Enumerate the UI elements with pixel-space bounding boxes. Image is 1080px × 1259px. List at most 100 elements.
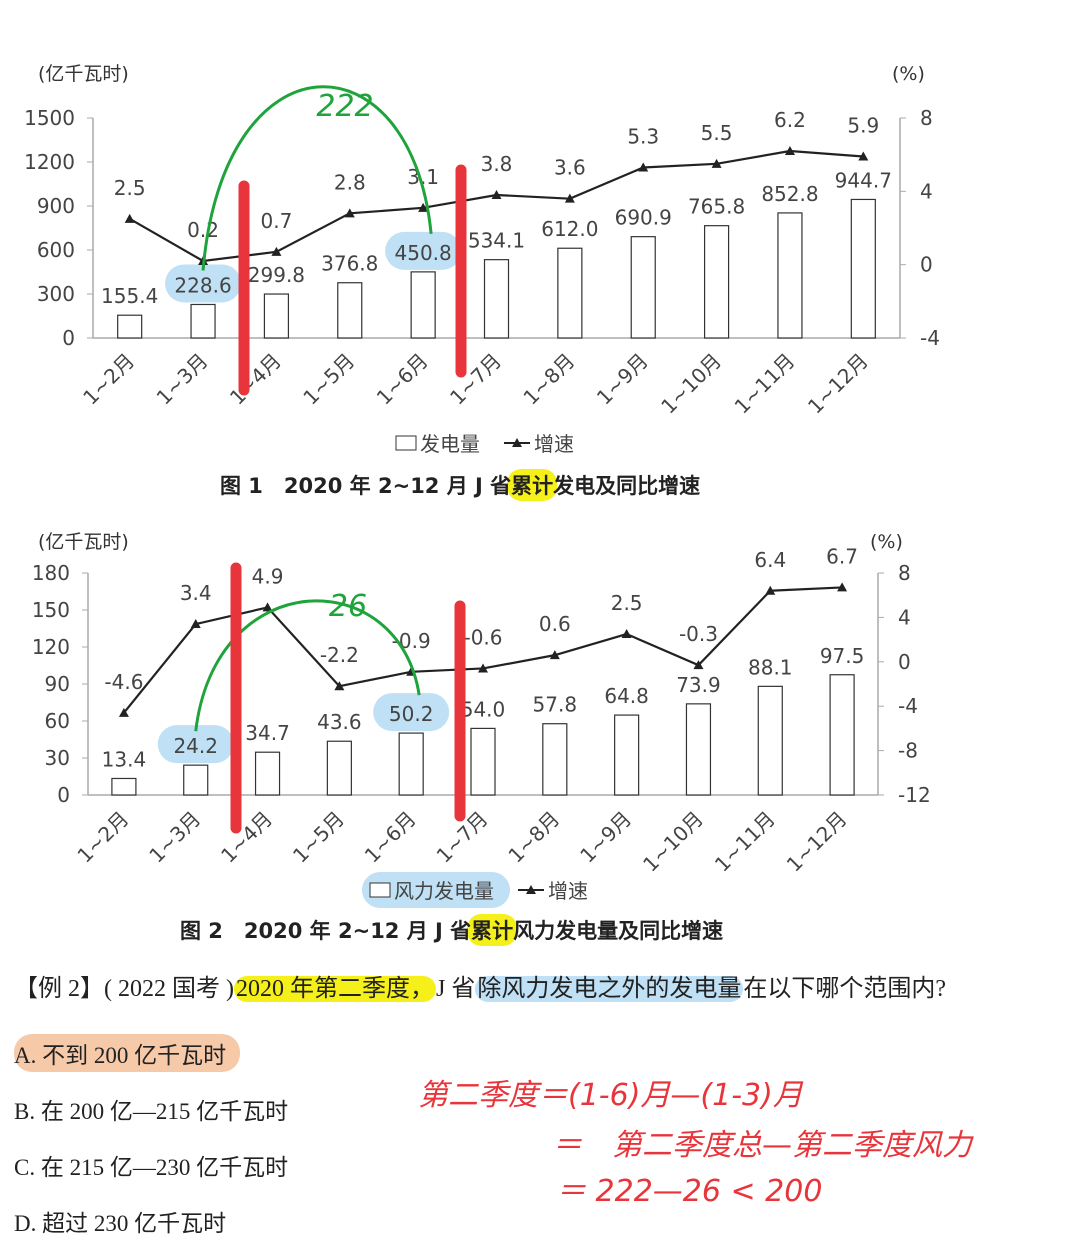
bar-1~3月 <box>190 303 216 339</box>
legend-line-label: 增速 <box>548 879 588 903</box>
bar-1~7月 <box>470 727 496 796</box>
handwritten-note-line-3: ＝ 222—26 < 200 <box>556 1174 823 1209</box>
option-b[interactable]: B. 在 200 亿—215 亿千瓦时 <box>14 1099 289 1124</box>
right-tick-label: -8 <box>898 739 918 763</box>
category-label: 1~10月 <box>638 807 708 877</box>
handwritten-note-line-2: ＝ 第二季度总—第二季度风力 <box>552 1128 972 1163</box>
legend-bar-swatch <box>369 882 391 898</box>
growth-label: 0.7 <box>261 209 293 233</box>
left-tick-label: 1200 <box>24 150 75 174</box>
right-tick-label: 4 <box>920 179 933 203</box>
bar-1~10月 <box>685 703 712 796</box>
left-tick-label: 1500 <box>24 106 75 130</box>
title-highlight: 累计 <box>511 474 553 498</box>
growth-point <box>334 681 345 691</box>
left-tick-label: 60 <box>45 709 70 733</box>
growth-label: 6.4 <box>754 548 786 572</box>
category-label: 1~4月 <box>216 807 277 868</box>
category-label: 1~7月 <box>445 349 506 410</box>
growth-label: 0.6 <box>539 612 571 636</box>
chart-1: (亿千瓦时) (%) 0 300 600 900 1200 1500 -4 0 4 8 155.4 228… <box>24 63 940 501</box>
bar-1~9月 <box>614 714 640 796</box>
growth-point <box>858 151 869 161</box>
left-tick-label: 300 <box>37 282 75 306</box>
growth-point <box>118 707 129 717</box>
growth-label: 5.9 <box>847 114 879 138</box>
bar-label: 534.1 <box>468 229 525 253</box>
category-label: 1~11月 <box>710 807 780 877</box>
green-arc-annotation <box>201 85 433 271</box>
title-yellow-highlight <box>467 914 518 946</box>
growth-label: -0.6 <box>463 625 502 649</box>
title-part: 图 2 2020 年 2~12 月 J 省 <box>180 919 471 943</box>
right-tick-label: -4 <box>898 694 918 718</box>
left-tick-label: 150 <box>32 598 70 622</box>
bar-label: 765.8 <box>688 195 745 219</box>
growth-label: -4.6 <box>104 670 143 694</box>
growth-point <box>478 663 488 673</box>
growth-point <box>711 158 722 168</box>
bar-label: 24.2 <box>173 734 218 758</box>
bar-label: 34.7 <box>245 721 290 745</box>
bar-1~6月 <box>410 271 436 339</box>
chart-title: 图 1 2020 年 2~12 月 J 省累计发电及同比增速 <box>220 474 700 498</box>
question-text: 【例 2】( 2022 国考 )2020 年第二季度，J 省除风力发电之外的发电… <box>14 968 946 1003</box>
right-tick-label: 8 <box>920 106 933 130</box>
bar-1~5月 <box>337 282 363 339</box>
right-tick-label: -12 <box>898 783 931 807</box>
growth-point <box>271 246 282 256</box>
bar-label: 450.8 <box>395 241 452 265</box>
growth-point <box>765 585 776 595</box>
right-tick-label: 8 <box>898 561 911 585</box>
bar-1~8月 <box>542 723 568 796</box>
category-label: 1~8月 <box>518 349 579 410</box>
legend-line-label: 增速 <box>534 432 574 456</box>
growth-point <box>491 190 502 199</box>
legend-line-marker <box>526 885 536 894</box>
title-part: 图 1 2020 年 2~12 月 J 省 <box>220 474 511 498</box>
bar-label: 97.5 <box>820 644 865 668</box>
growth-point <box>549 650 560 660</box>
growth-point <box>693 660 704 670</box>
question-prefix: 【例 2】( 2022 国考 ) <box>14 976 234 1002</box>
bar-label: 50.2 <box>389 702 434 726</box>
green-arc-label: 26 <box>329 589 367 624</box>
category-label: 1~10月 <box>656 349 726 419</box>
bar-1~12月 <box>829 674 855 796</box>
growth-label: 3.6 <box>554 156 586 180</box>
blue-highlight <box>165 264 242 303</box>
growth-label: 2.5 <box>611 591 643 615</box>
left-tick-label: 90 <box>45 672 70 696</box>
category-label: 1~5月 <box>288 807 349 868</box>
category-label: 1~12月 <box>803 349 873 419</box>
right-tick-label: 0 <box>898 650 911 674</box>
left-tick-label: 0 <box>62 326 75 350</box>
legend-bar-label: 风力发电量 <box>394 879 494 903</box>
left-axis-unit: (亿千瓦时) <box>38 531 129 553</box>
left-tick-label: 30 <box>45 746 70 770</box>
option-d[interactable]: D. 超过 230 亿千瓦时 <box>14 1211 227 1236</box>
right-tick-label: 0 <box>920 253 933 277</box>
growth-point <box>621 629 632 639</box>
handwritten-note-line-1: 第二季度＝(1-6)月—(1-3)月 <box>418 1078 803 1113</box>
growth-label: 3.4 <box>180 581 212 605</box>
bar-label: 43.6 <box>317 710 362 734</box>
option-a[interactable]: A. 不到 200 亿千瓦时 <box>14 1034 241 1072</box>
legend-bar-label: 发电量 <box>420 432 480 456</box>
category-label: 1~9月 <box>575 807 636 868</box>
bar-1~6月 <box>398 732 424 796</box>
bar-label: 88.1 <box>748 655 793 679</box>
left-tick-label: 0 <box>57 783 70 807</box>
growth-label: 6.2 <box>774 108 806 132</box>
bar-1~2月 <box>117 314 143 339</box>
bar-1~7月 <box>483 259 510 339</box>
legend-bar-swatch <box>395 435 417 451</box>
left-tick-label: 120 <box>32 635 70 659</box>
growth-point <box>418 202 429 212</box>
option-c[interactable]: C. 在 215 亿—230 亿千瓦时 <box>14 1155 289 1180</box>
bar-1~4月 <box>263 293 290 339</box>
category-label: 1~12月 <box>782 807 852 877</box>
question-suffix: 在以下哪个范围内? <box>743 976 946 1002</box>
right-tick-label: -4 <box>920 326 940 350</box>
title-highlight: 累计 <box>471 919 513 943</box>
